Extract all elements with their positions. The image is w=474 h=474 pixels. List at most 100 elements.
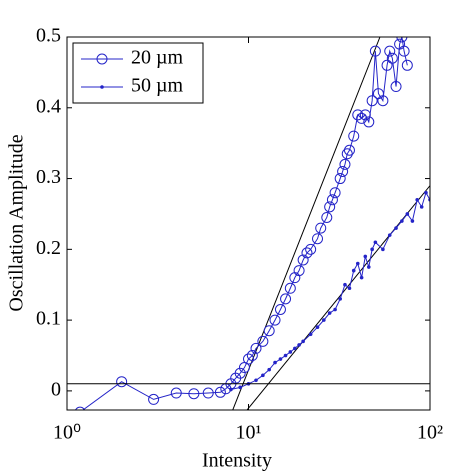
marker: [293, 265, 305, 277]
legend-marker: [96, 53, 108, 65]
marker: [234, 367, 246, 379]
marker: [257, 335, 269, 347]
y-tick-label: 0.5: [36, 25, 61, 47]
y-axis-label: Oscillation Amplitude: [6, 134, 28, 311]
marker: [274, 303, 286, 315]
marker: [381, 247, 385, 252]
legend-marker: [100, 85, 104, 89]
marker: [293, 346, 297, 351]
marker: [254, 378, 258, 383]
marker: [339, 158, 351, 170]
marker: [370, 247, 374, 252]
marker: [170, 387, 182, 399]
plot-frame: [66, 36, 431, 411]
marker: [324, 201, 336, 213]
marker: [116, 376, 128, 388]
marker: [321, 211, 333, 223]
marker: [315, 325, 320, 329]
marker: [384, 45, 396, 57]
marker: [356, 112, 368, 124]
marker: [261, 373, 265, 378]
marker: [373, 240, 378, 245]
marker: [381, 59, 393, 71]
x-tick-label: 10⁰: [53, 422, 81, 444]
marker: [386, 52, 398, 64]
marker: [405, 212, 410, 216]
marker: [351, 268, 356, 273]
y-tick-label: 0.2: [36, 237, 61, 259]
series-line: [82, 37, 408, 410]
marker: [359, 275, 364, 280]
marker: [273, 360, 277, 365]
marker: [326, 194, 338, 206]
marker: [288, 350, 293, 354]
marker: [363, 254, 368, 259]
marker: [202, 387, 214, 399]
marker: [424, 190, 428, 195]
marker: [394, 226, 398, 230]
marker: [148, 393, 160, 405]
marker: [297, 254, 309, 266]
marker: [243, 353, 254, 365]
marker: [338, 297, 342, 301]
y-tick-label: 0.3: [36, 166, 61, 188]
marker: [347, 286, 352, 291]
x-axis-label: Intensity: [202, 450, 272, 472]
marker: [263, 325, 275, 337]
marker: [305, 243, 317, 255]
legend-label: 20 µm: [131, 47, 184, 69]
marker: [329, 187, 341, 199]
marker: [390, 81, 402, 93]
marker: [283, 353, 288, 358]
marker: [352, 109, 364, 121]
marker: [400, 219, 404, 223]
marker: [396, 37, 408, 43]
marker: [238, 385, 242, 390]
marker: [343, 282, 347, 287]
marker: [333, 307, 337, 312]
marker: [410, 219, 415, 223]
marker: [355, 261, 360, 266]
marker: [308, 332, 313, 337]
marker: [334, 173, 346, 185]
marker: [312, 233, 324, 245]
y-tick-label: 0.4: [36, 95, 61, 117]
marker: [284, 282, 296, 294]
y-tick-label: 0.1: [36, 308, 61, 330]
marker: [401, 59, 413, 71]
marker: [250, 342, 262, 354]
marker: [366, 95, 378, 107]
marker: [188, 388, 200, 400]
marker: [278, 357, 283, 361]
marker: [419, 205, 424, 209]
marker: [269, 314, 281, 326]
marker: [366, 265, 371, 269]
marker: [398, 45, 410, 57]
marker: [229, 387, 233, 392]
marker: [377, 95, 389, 107]
marker: [246, 350, 258, 362]
marker: [387, 233, 392, 237]
marker: [363, 116, 375, 128]
marker: [415, 197, 419, 202]
marker: [337, 165, 349, 177]
marker: [214, 386, 226, 398]
fit-line: [232, 37, 381, 410]
marker: [348, 130, 360, 142]
plot-area: [74, 37, 430, 410]
marker: [343, 144, 355, 156]
marker: [74, 406, 86, 410]
x-tick-label: 10²: [417, 422, 443, 444]
fit-line: [246, 185, 430, 410]
marker: [297, 343, 301, 347]
marker: [301, 247, 313, 259]
marker: [359, 109, 371, 121]
marker: [267, 367, 271, 372]
marker: [327, 311, 332, 315]
legend-box: [72, 42, 204, 104]
marker: [369, 45, 381, 57]
marker: [341, 148, 353, 160]
y-tick-label: 0: [51, 378, 61, 400]
x-tick-label: 10¹: [236, 422, 262, 444]
